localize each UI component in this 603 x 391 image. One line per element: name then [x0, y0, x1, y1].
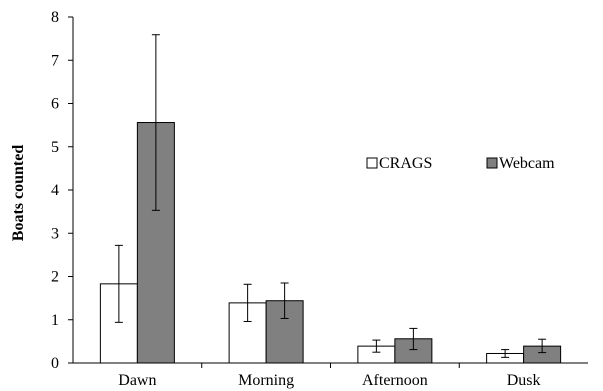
legend-swatch-webcam [486, 157, 498, 169]
legend-label-crags: CRAGS [379, 155, 432, 172]
y-tick-label: 1 [51, 312, 59, 329]
x-tick-label: Dusk [507, 372, 541, 389]
y-tick-label: 4 [51, 182, 59, 199]
x-axis: Dawn Morning Afternoon Dusk [118, 363, 541, 389]
error-bars-layer [114, 34, 547, 358]
y-axis: 0 1 2 3 4 5 6 7 8 [51, 9, 73, 372]
y-tick-label: 3 [51, 225, 59, 242]
x-tick-label: Dawn [118, 372, 156, 389]
x-tick-label: Morning [238, 372, 294, 389]
y-tick-label: 0 [51, 355, 59, 372]
y-tick-label: 2 [51, 269, 59, 286]
legend-label-webcam: Webcam [499, 155, 555, 172]
y-axis-title: Boats counted [10, 145, 27, 242]
y-tick-label: 8 [51, 9, 59, 26]
legend: CRAGS Webcam [366, 155, 555, 172]
y-tick-label: 6 [51, 96, 59, 113]
x-tick-label: Afternoon [362, 372, 428, 389]
legend-swatch-crags [366, 157, 378, 169]
y-tick-label: 5 [51, 139, 59, 156]
y-tick-label: 7 [51, 52, 59, 69]
